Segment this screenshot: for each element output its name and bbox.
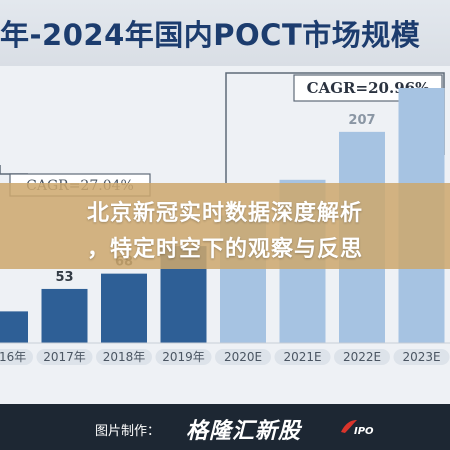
tick-label: 2023E bbox=[402, 350, 440, 364]
footer-bar: 图片制作： 格隆汇新股 IPO bbox=[0, 404, 450, 450]
tick-pill bbox=[36, 349, 93, 365]
headline-line-2: ，特定时空下的观察与反思 bbox=[86, 237, 363, 262]
tick-label: 2018年 bbox=[103, 350, 146, 364]
data-label: 207 bbox=[348, 113, 375, 128]
tick-pill bbox=[0, 349, 33, 365]
data-label: 53 bbox=[55, 270, 73, 285]
bar-2017年 bbox=[41, 288, 88, 343]
headline-line-1: 北京新冠实时数据深度解析 bbox=[86, 201, 363, 226]
tick-label: 2022E bbox=[343, 350, 381, 364]
headline-overlay: 北京新冠实时数据深度解析 ，特定时空下的观察与反思 bbox=[0, 183, 450, 269]
tick-pill bbox=[274, 349, 331, 365]
bar-2018年 bbox=[101, 273, 147, 343]
tick-label: 2017年 bbox=[43, 350, 86, 364]
tick-label: 2016年 bbox=[0, 350, 26, 364]
tick-pill bbox=[96, 349, 152, 365]
footer-brand-suffix: IPO bbox=[354, 426, 374, 437]
bar-2016年 bbox=[0, 311, 28, 343]
tick-pill bbox=[155, 349, 212, 365]
tick-pill bbox=[393, 349, 450, 365]
tick-pill bbox=[215, 349, 271, 365]
tick-label: 2021E bbox=[283, 350, 321, 364]
footer-brand: 格隆汇新股 bbox=[186, 419, 302, 444]
chart-title: 年-2024年国内POCT市场规模 bbox=[0, 18, 421, 52]
title-band: 年-2024年国内POCT市场规模 bbox=[0, 0, 450, 66]
brand-wing-icon bbox=[341, 420, 357, 433]
tick-label: 2019年 bbox=[162, 350, 205, 364]
tick-pill bbox=[334, 349, 390, 365]
footer-caption: 图片制作： bbox=[95, 424, 161, 439]
tick-label: 2020E bbox=[224, 350, 262, 364]
